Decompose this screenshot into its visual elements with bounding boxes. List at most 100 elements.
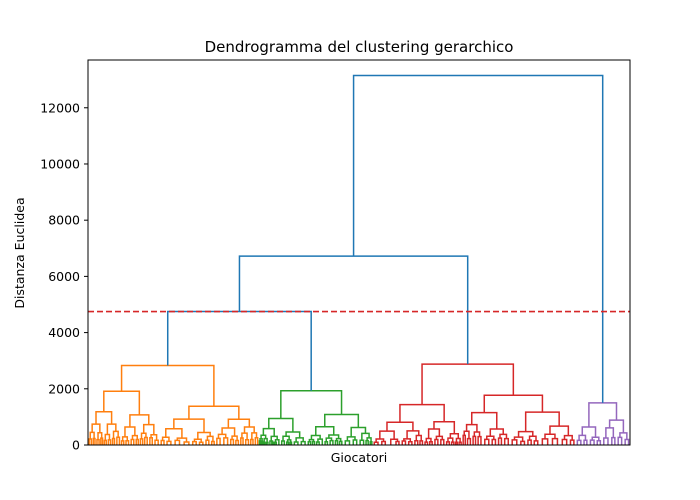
- cluster-link: [491, 438, 497, 445]
- cluster-link: [116, 436, 121, 445]
- cluster-link: [624, 438, 630, 445]
- cluster-link: [300, 440, 306, 445]
- plot-frame: [87, 59, 631, 446]
- cluster-link: [569, 439, 575, 445]
- cluster-link: [549, 425, 570, 436]
- cluster-link: [329, 439, 334, 445]
- cluster-link: [160, 439, 165, 445]
- cluster-link: [419, 440, 424, 445]
- cluster-link: [588, 402, 618, 427]
- cluster-link: [143, 436, 148, 445]
- upper-merge-link: [166, 310, 312, 391]
- cluster-link: [107, 439, 112, 445]
- cluster-link: [435, 435, 444, 440]
- cluster-link: [561, 438, 568, 445]
- cluster-link: [463, 430, 470, 439]
- cluster-link: [414, 439, 419, 445]
- cluster-link: [361, 432, 370, 441]
- cluster-link: [484, 438, 490, 445]
- cluster-link: [472, 435, 477, 445]
- cluster-link: [258, 440, 262, 445]
- cluster-link: [268, 417, 294, 433]
- y-axis-label: Distanza Euclidea: [12, 197, 27, 308]
- cluster-link: [447, 437, 454, 443]
- cluster-link: [381, 440, 387, 445]
- cluster-link: [271, 441, 274, 445]
- y-tick-label: 10000: [40, 156, 80, 171]
- cluster-link: [471, 411, 498, 429]
- cluster-link: [280, 390, 343, 419]
- chart-title: Dendrogramma del clustering gerarchico: [205, 38, 514, 56]
- cluster-link: [311, 440, 316, 445]
- cluster-link: [191, 440, 197, 445]
- cluster-link: [150, 433, 158, 441]
- cluster-link: [210, 440, 215, 445]
- cluster-link: [424, 441, 429, 445]
- cluster-link: [483, 394, 544, 413]
- cluster-link: [254, 436, 259, 445]
- cluster-link: [269, 440, 274, 445]
- cluster-link: [524, 411, 560, 432]
- cluster-link: [576, 439, 582, 445]
- cluster-link: [173, 418, 205, 433]
- cluster-link: [221, 427, 236, 437]
- cluster-link: [486, 435, 495, 440]
- cluster-link: [89, 431, 95, 440]
- cluster-link: [520, 440, 526, 445]
- cluster-link: [497, 437, 503, 445]
- cluster-link: [149, 437, 154, 445]
- cluster-link: [188, 405, 240, 420]
- cluster-link: [310, 434, 321, 440]
- cluster-link: [111, 437, 116, 445]
- cluster-link: [91, 423, 101, 433]
- cluster-link: [282, 435, 290, 441]
- cluster-link: [88, 438, 93, 445]
- cluster-link: [97, 431, 103, 440]
- cluster-link: [244, 439, 250, 445]
- cluster-link: [440, 438, 445, 445]
- cluster-link: [317, 438, 324, 445]
- cluster-link: [603, 437, 609, 445]
- cluster-link: [589, 439, 595, 445]
- cluster-link: [421, 363, 515, 405]
- cluster-link: [541, 438, 549, 445]
- cluster-link: [511, 439, 518, 445]
- cluster-link: [462, 434, 467, 445]
- cluster-link: [130, 438, 135, 445]
- cluster-link: [240, 437, 244, 445]
- cluster-link: [335, 437, 342, 442]
- cluster-link: [235, 439, 240, 445]
- cluster-link: [533, 440, 539, 445]
- cluster-link: [583, 439, 588, 445]
- cluster-link: [205, 439, 210, 445]
- y-tick-label: 0: [72, 438, 80, 453]
- cluster-link: [401, 440, 407, 445]
- cluster-link: [415, 434, 422, 441]
- cluster-link: [174, 439, 181, 445]
- cluster-link: [527, 439, 532, 445]
- cluster-link: [473, 431, 481, 437]
- cluster-link: [315, 441, 320, 445]
- cluster-link: [286, 439, 292, 443]
- cluster-link: [433, 420, 456, 434]
- cluster-link: [350, 426, 367, 437]
- cluster-link: [198, 441, 204, 445]
- cluster-link: [499, 433, 508, 439]
- cluster-link: [399, 403, 445, 423]
- cluster-link: [308, 438, 315, 442]
- cluster-link: [96, 438, 100, 445]
- cluster-link: [563, 434, 573, 441]
- cluster-link: [334, 440, 339, 445]
- cluster-link: [120, 364, 215, 407]
- cluster-link: [477, 435, 482, 445]
- cluster-link: [251, 432, 258, 440]
- cluster-link: [125, 439, 130, 445]
- y-tick-label: 8000: [48, 213, 80, 228]
- cluster-link: [395, 440, 400, 445]
- cluster-link: [324, 413, 360, 428]
- cluster-link: [352, 439, 358, 445]
- cluster-link: [406, 430, 420, 439]
- cluster-link: [270, 435, 278, 442]
- cluster-link: [166, 440, 172, 445]
